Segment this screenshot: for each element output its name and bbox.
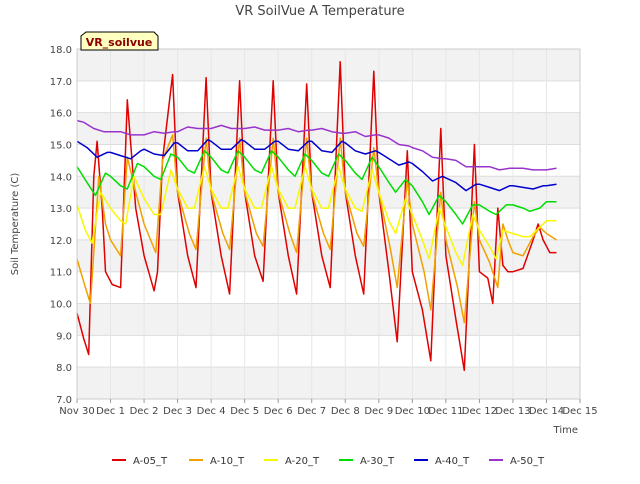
legend-label: A-10_T	[210, 456, 245, 467]
x-tick-label: Dec 1	[96, 406, 125, 417]
series-line-A-30_T	[76, 150, 557, 225]
chart-title: VR SoilVue A Temperature	[235, 4, 404, 19]
x-tick-label: Dec 13	[495, 406, 530, 417]
series-lines	[76, 60, 557, 372]
plot-area	[77, 49, 580, 399]
y-tick-label: 9.0	[56, 331, 72, 342]
y-tick-label: 12.0	[50, 236, 72, 247]
background-band	[77, 49, 580, 81]
series-line-A-20_T	[76, 165, 557, 267]
y-tick-label: 17.0	[50, 77, 72, 88]
y-tick-label: 10.0	[50, 300, 72, 311]
series-line-A-05_T	[76, 60, 557, 372]
background-band	[77, 303, 580, 336]
x-tick-label: Dec 3	[163, 406, 192, 417]
y-tick-label: 13.0	[50, 204, 72, 215]
x-tick-label: Dec 4	[197, 406, 226, 417]
x-tick-label: Dec 6	[264, 406, 293, 417]
x-tick-label: Dec 10	[395, 406, 430, 417]
site-label-box	[80, 31, 159, 51]
y-axis-label: Soil Temperature (C)	[10, 173, 21, 276]
y-tick-label: 18.0	[50, 45, 72, 56]
background-band	[77, 367, 580, 399]
x-tick-label: Nov 30	[59, 406, 94, 417]
y-tick-label: 15.0	[50, 140, 72, 151]
legend-label: A-40_T	[435, 456, 470, 467]
x-axis-label: Time	[553, 425, 578, 436]
x-tick-label: Dec 9	[364, 406, 393, 417]
x-tick-label: Dec 14	[529, 406, 564, 417]
background-band	[77, 112, 580, 145]
y-axis-ticks: 7.0 8.0 9.0 10.0 11.0 12.0 13.0 14.0 15.0 16.0 17.…	[50, 45, 72, 406]
series-line-A-10_T	[76, 134, 557, 324]
legend: A-05_T A-10_T A-20_T A-30_T A-40_T A-50_T	[112, 456, 545, 467]
x-tick-label: Dec 5	[230, 406, 259, 417]
y-tick-label: 7.0	[56, 395, 72, 406]
x-axis-ticks: Nov 30 Dec 1 Dec 2 Dec 3 Dec 4 Dec 5 Dec 6 Dec …	[59, 399, 598, 417]
series-line-A-40_T	[76, 138, 557, 192]
y-tick-label: 11.0	[50, 268, 72, 279]
legend-label: A-20_T	[285, 456, 320, 467]
legend-label: A-05_T	[133, 456, 168, 467]
series-line-A-50_T	[76, 119, 557, 171]
plot-frame	[76, 48, 581, 400]
legend-label: A-30_T	[360, 456, 395, 467]
legend-label: A-50_T	[510, 456, 545, 467]
y-tick-label: 8.0	[56, 363, 72, 374]
y-tick-label: 14.0	[50, 172, 72, 183]
x-tick-label: Dec 11	[428, 406, 463, 417]
x-tick-label: Dec 15	[562, 406, 597, 417]
x-tick-label: Dec 8	[331, 406, 360, 417]
background-band	[77, 176, 580, 209]
site-label-badge: VR_soilvue	[80, 31, 159, 51]
x-tick-label: Dec 2	[130, 406, 159, 417]
site-label-text: VR_soilvue	[86, 36, 153, 49]
x-tick-label: Dec 12	[462, 406, 497, 417]
x-tick-label: Dec 7	[297, 406, 326, 417]
y-tick-label: 16.0	[50, 109, 72, 120]
plot-background	[77, 49, 580, 399]
